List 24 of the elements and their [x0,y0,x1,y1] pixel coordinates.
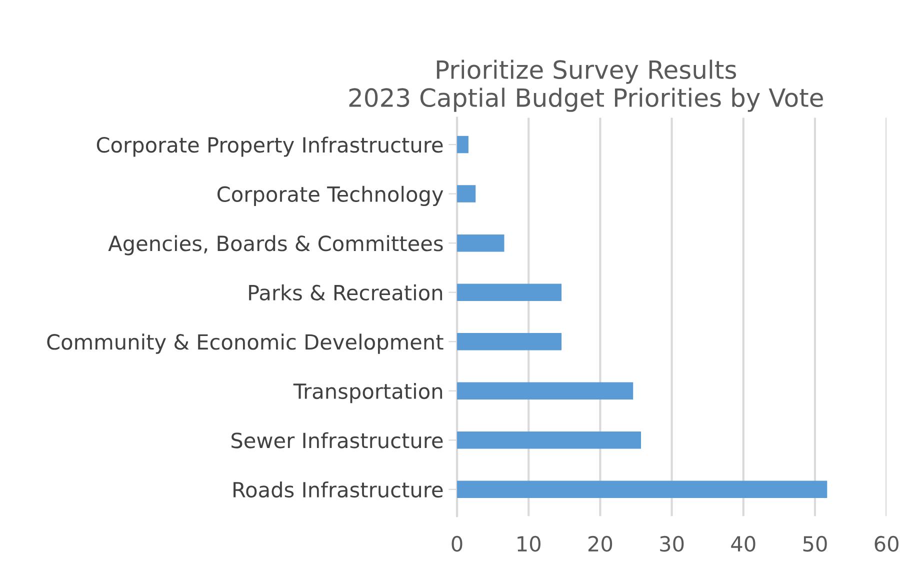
x-tick-label: 60 [874,536,898,552]
y-tick-label: Parks & Recreation [249,284,442,301]
x-tick-label: 40 [731,536,756,552]
chart-title: Prioritize Survey Results 2023 Captial Budget Priorities by Vote [349,60,823,112]
bar [457,234,504,252]
x-tick-label: 0 [452,536,462,552]
x-tick-label: 20 [588,536,612,552]
bar [457,332,562,350]
x-tick-label: 30 [660,536,684,552]
x-tick-label: 50 [803,536,827,552]
y-tick-label: Agencies, Boards & Committees [108,235,443,256]
bar [457,136,468,154]
y-tick-label: Corporate Property Infrastructure [96,136,443,157]
y-tick-label: Community & Economic Development [47,334,444,354]
bar [457,480,828,498]
y-tick-label: Corporate Technology [218,186,444,206]
bar [457,185,476,202]
bar [457,284,562,301]
x-tick-label: 10 [518,536,540,552]
bar [457,432,642,449]
y-tick-label: Roads Infrastructure [234,481,443,498]
y-tick-label: Sewer Infrastructure [232,432,443,448]
y-tick-label: Transportation [293,382,442,404]
bar [457,382,634,400]
